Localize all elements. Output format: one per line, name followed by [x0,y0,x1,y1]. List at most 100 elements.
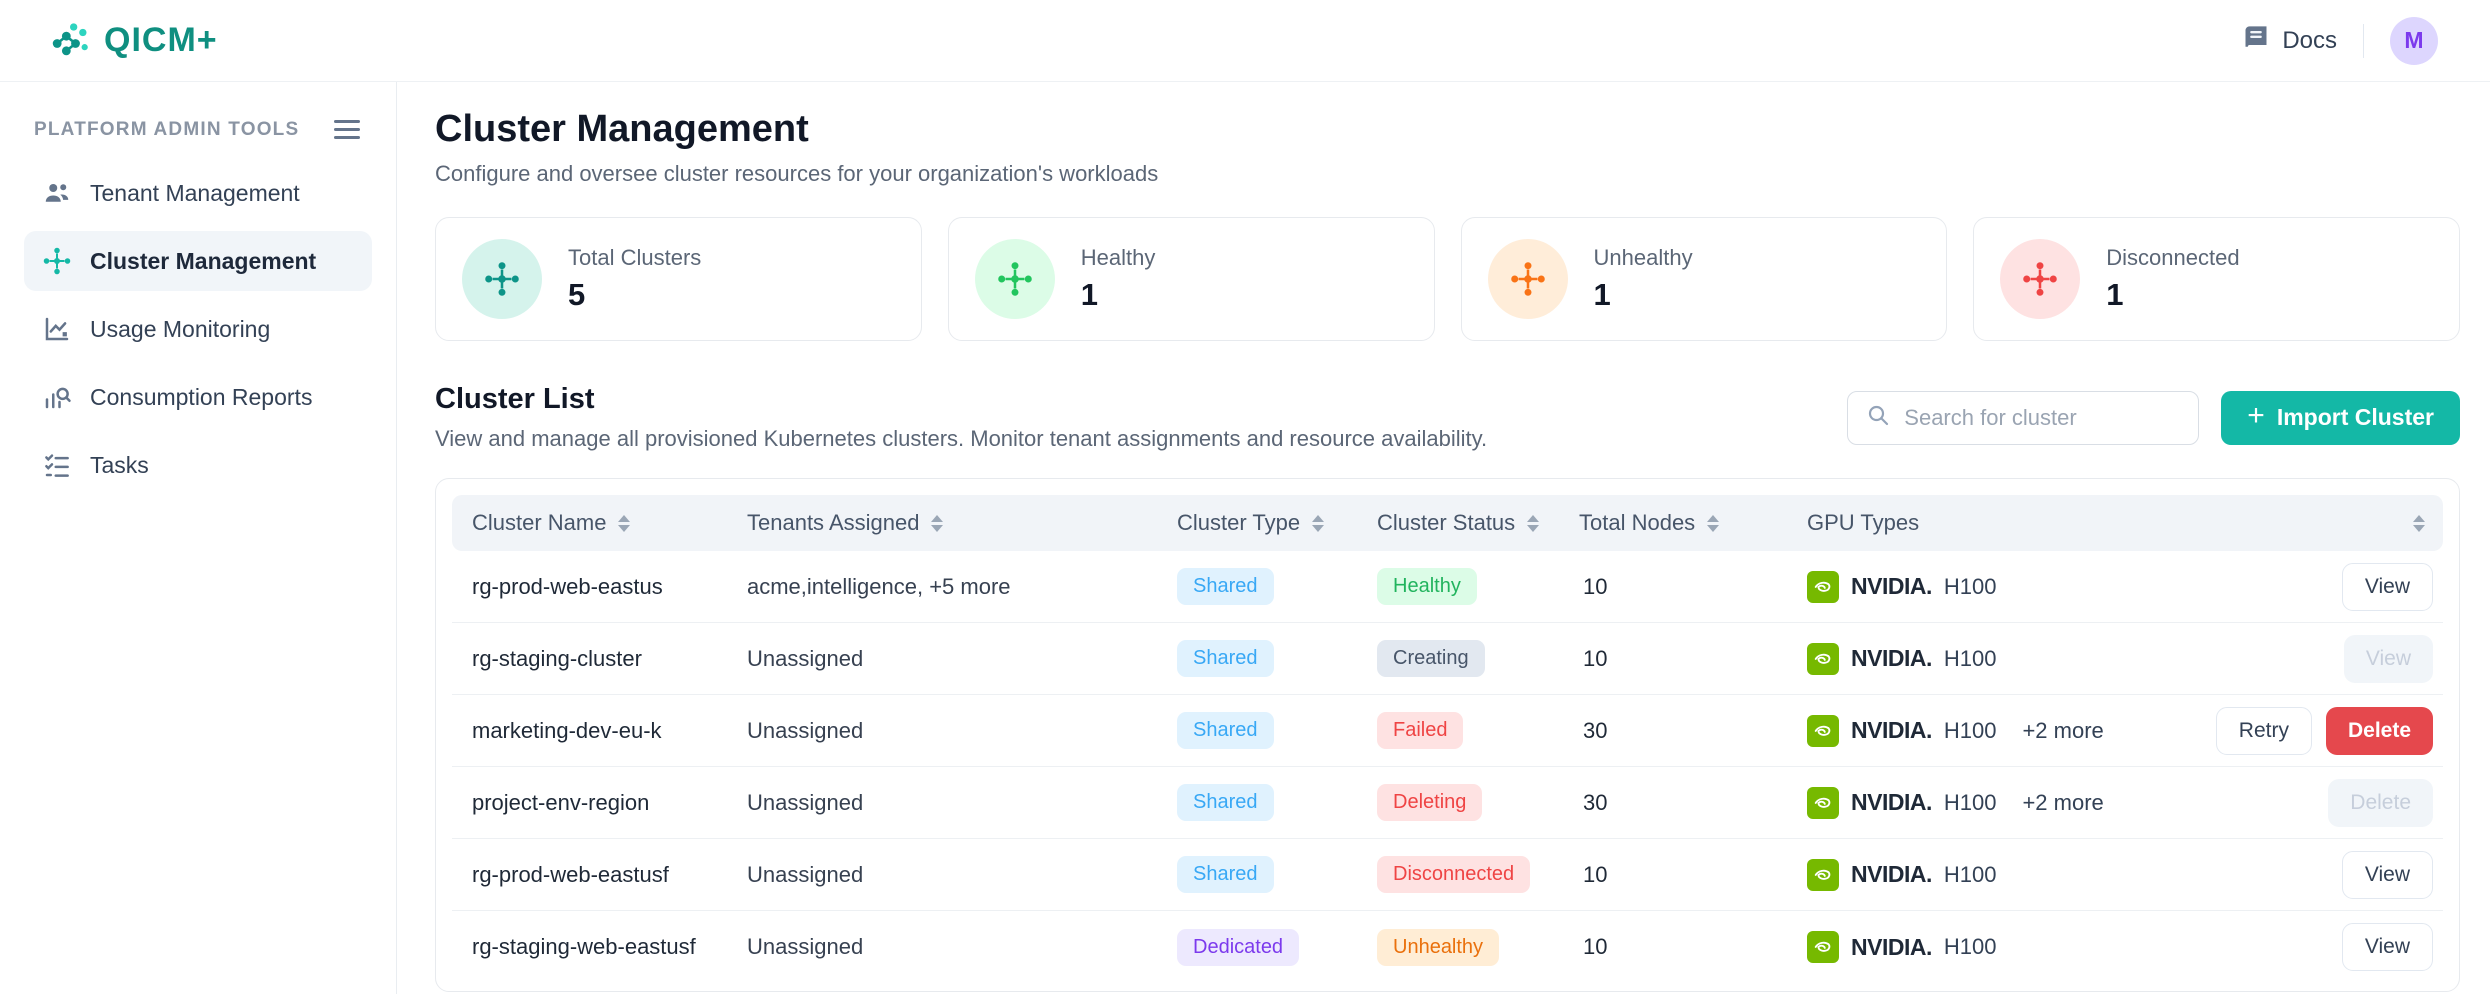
nvidia-logo-icon [1807,642,1839,675]
row-actions: View [2113,634,2443,683]
nvidia-wordmark: NVIDIA. [1851,789,1932,815]
nvidia-logo-icon [1807,714,1839,747]
brand-molecule-icon [48,16,92,65]
nvidia-logo-icon [1807,858,1839,891]
column-header-cluster-name[interactable]: Cluster Name [452,510,747,536]
cell-total-nodes: 10 [1583,573,1608,599]
checklist-icon [42,450,72,480]
user-avatar[interactable]: M [2390,16,2438,65]
column-header-gpu-types[interactable]: GPU Types [1807,510,1920,535]
topbar: QICM+ Docs M [0,0,2490,82]
nvidia-logo-icon [1807,786,1839,819]
sidebar: PLATFORM ADMIN TOOLS Tenant Management C… [0,82,397,994]
cluster-status-badge: Disconnected [1377,856,1531,893]
gpu-model: H100 [1943,645,1997,671]
sort-icon[interactable] [1707,514,1720,532]
cell-cluster-name: rg-prod-web-eastusf [472,861,669,887]
page-title: Cluster Management [435,108,809,150]
nvidia-wordmark: NVIDIA. [1851,573,1932,599]
row-actions: View [2113,850,2443,899]
cell-tenants: Unassigned [747,717,864,743]
nvidia-wordmark: NVIDIA. [1851,861,1932,887]
search-icon [1866,403,1890,432]
sidebar-item-tenant-management[interactable]: Tenant Management [24,163,372,223]
book-icon [2242,24,2270,57]
nvidia-wordmark: NVIDIA. [1851,933,1932,960]
table-row: rg-prod-web-eastusf Unassigned Shared Di… [452,839,2443,911]
cell-cluster-name: rg-staging-web-eastusf [472,934,696,959]
column-header-total-nodes[interactable]: Total Nodes [1579,510,1807,536]
docs-link[interactable]: Docs [2242,24,2337,57]
sidebar-item-tasks[interactable]: Tasks [24,435,372,495]
view-button[interactable]: View [2341,923,2433,971]
retry-button[interactable]: Retry [2215,706,2312,755]
sort-icon[interactable] [2413,514,2425,532]
cell-gpu-types: NVIDIA. H100 +2 more [1807,714,2113,747]
table-header-row: Cluster Name Tenants Assigned Cluster Ty… [452,495,2443,551]
stat-card-unhealthy: Unhealthy 1 [1460,217,1948,341]
delete-button: Delete [2328,778,2433,827]
cluster-table: Cluster Name Tenants Assigned Cluster Ty… [435,478,2460,992]
cell-cluster-name: rg-staging-cluster [472,645,642,671]
stat-value: 1 [1080,277,1098,312]
cluster-search[interactable] [1847,390,2200,445]
column-header-tenants-assigned[interactable]: Tenants Assigned [747,510,1177,536]
sidebar-item-cluster-management[interactable]: Cluster Management [24,231,372,291]
cell-cluster-name: marketing-dev-eu-k [472,717,662,743]
stat-value: 1 [2106,277,2124,312]
stat-label: Total Clusters [568,245,702,270]
bar-report-icon [42,382,72,412]
column-header-actions[interactable] [2113,514,2443,532]
row-actions: View [2113,562,2443,611]
row-actions: Retry Delete [2113,706,2443,755]
gpu-model: H100 [1943,717,1997,743]
view-button[interactable]: View [2341,562,2433,611]
table-row: marketing-dev-eu-k Unassigned Shared Fai… [452,695,2443,767]
cell-total-nodes: 30 [1583,717,1608,743]
cluster-status-badge: Creating [1377,640,1485,677]
table-row: rg-prod-web-eastus acme,intelligence, +5… [452,551,2443,623]
collapse-sidebar-icon[interactable] [330,116,364,143]
cell-tenants: Unassigned [747,934,864,959]
cluster-type-badge: Shared [1177,856,1274,893]
cell-cluster-name: project-env-region [472,789,650,815]
brand-logo[interactable]: QICM+ [48,16,218,65]
cell-total-nodes: 10 [1583,645,1608,671]
cluster-icon [1487,239,1568,319]
sort-icon[interactable] [618,514,631,532]
users-icon [42,178,72,208]
cluster-status-badge: Deleting [1377,784,1483,821]
cell-tenants: Unassigned [747,789,864,815]
cluster-type-badge: Shared [1177,712,1274,749]
cell-gpu-types: NVIDIA. H100 [1807,858,2113,891]
stat-card-healthy: Healthy 1 [947,217,1435,341]
stat-value: 5 [568,277,586,312]
cluster-type-badge: Dedicated [1177,928,1300,966]
column-header-cluster-status[interactable]: Cluster Status [1377,510,1579,536]
gpu-model: H100 [1943,573,1997,599]
delete-button[interactable]: Delete [2325,706,2433,755]
search-input[interactable] [1904,404,2181,431]
column-header-cluster-type[interactable]: Cluster Type [1177,510,1377,536]
table-row: rg-staging-cluster Unassigned Shared Cre… [452,623,2443,695]
cell-gpu-types: NVIDIA. H100 +2 more [1807,786,2113,819]
sidebar-item-consumption-reports[interactable]: Consumption Reports [24,367,372,427]
cell-tenants: acme,intelligence, +5 more [747,573,1011,599]
sidebar-item-usage-monitoring[interactable]: Usage Monitoring [24,299,372,359]
sidebar-item-label: Tasks [90,451,149,478]
cell-gpu-types: NVIDIA. H100 [1807,642,2113,675]
page-subtitle: Configure and oversee cluster resources … [435,161,1159,186]
gpu-model: H100 [1943,861,1997,887]
sort-icon[interactable] [1312,514,1325,532]
sidebar-item-label: Consumption Reports [90,383,313,410]
plus-icon: + [2247,399,2265,432]
view-button[interactable]: View [2341,850,2433,899]
sidebar-section-title: PLATFORM ADMIN TOOLS [34,118,300,140]
sort-icon[interactable] [931,514,944,532]
sort-icon[interactable] [1527,514,1540,532]
cluster-icon [2000,239,2081,319]
cell-total-nodes: 30 [1583,789,1608,815]
stat-label: Unhealthy [1593,245,1693,270]
gpu-extra: +2 more [2022,789,2104,815]
import-cluster-button[interactable]: + Import Cluster [2221,390,2460,445]
